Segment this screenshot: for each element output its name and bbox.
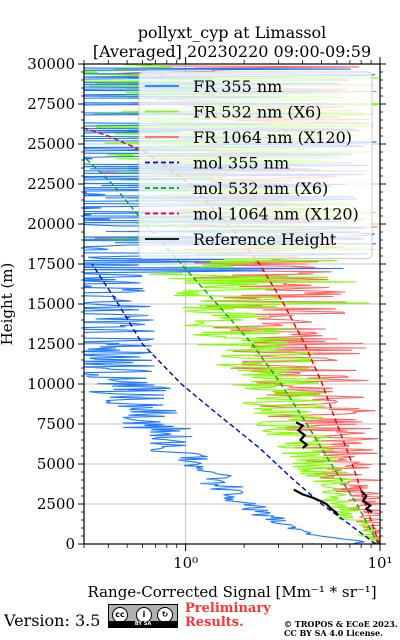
x-axis-label: Range-Corrected Signal [Mm⁻¹ * sr⁻¹] [87, 583, 376, 600]
legend-label: FR 355 nm [193, 77, 282, 96]
chart-subtitle: [Averaged] 20230220 09:00-09:59 [93, 42, 371, 61]
preliminary-notice: Preliminary Results. [185, 602, 271, 630]
copyright-notice: © TROPOS & ECoE 2023. CC BY SA 4.0 Licen… [284, 620, 398, 638]
y-tick-label: 5000 [37, 455, 75, 473]
legend-label: Reference Height [193, 230, 337, 249]
copyright-line1: © TROPOS & ECoE 2023. [284, 619, 398, 629]
y-tick-label: 7500 [37, 415, 75, 433]
preliminary-line1: Preliminary [185, 601, 271, 616]
legend-label: mol 532 nm (X6) [193, 179, 328, 198]
version-label: Version: 3.5 [4, 611, 101, 630]
y-tick-label: 10000 [27, 375, 75, 393]
y-tick-label: 12500 [27, 335, 75, 353]
chart-title: pollyxt_cyp at Limassol [138, 23, 327, 42]
plot-area: 0 2500 5000 7500 10000 12500 15000 17500 20000 22… [27, 55, 392, 572]
legend-label: FR 1064 nm (X120) [193, 128, 352, 147]
y-tick-label: 20000 [27, 215, 75, 233]
cc-license-badge[interactable]: cc i ↻ BY SA [108, 604, 178, 628]
y-tick-label: 15000 [27, 295, 75, 313]
preliminary-line2: Results. [185, 615, 244, 630]
legend-box [138, 71, 373, 259]
mol532-line [84, 156, 379, 544]
y-tick-label: 17500 [27, 255, 75, 273]
y-tick-label: 27500 [27, 95, 75, 113]
y-tick-label: 30000 [27, 55, 75, 73]
y-tick-label: 25000 [27, 135, 75, 153]
x-tick-label: 10¹ [367, 554, 392, 572]
reference-height-segment [360, 490, 373, 513]
legend-label: FR 532 nm (X6) [193, 103, 321, 122]
copyright-line2: CC BY SA 4.0 License. [284, 628, 383, 638]
cc-badge-text: BY SA [109, 621, 177, 627]
mol355-line [91, 263, 377, 544]
reference-height-segment [295, 421, 309, 449]
y-axis-label: Height (m) [0, 263, 16, 346]
lidar-profile-chart: pollyxt_cyp at Limassol [Averaged] 20230… [0, 23, 393, 600]
legend-label: mol 1064 nm (X120) [193, 205, 359, 224]
legend-label: mol 355 nm [193, 154, 289, 173]
y-tick-label: 2500 [37, 495, 75, 513]
y-tick-label: 0 [65, 535, 75, 553]
y-tick-label: 22500 [27, 175, 75, 193]
x-tick-label: 10⁰ [173, 554, 198, 572]
reference-height-segment [293, 488, 340, 516]
cc-icon: cc [112, 607, 128, 623]
